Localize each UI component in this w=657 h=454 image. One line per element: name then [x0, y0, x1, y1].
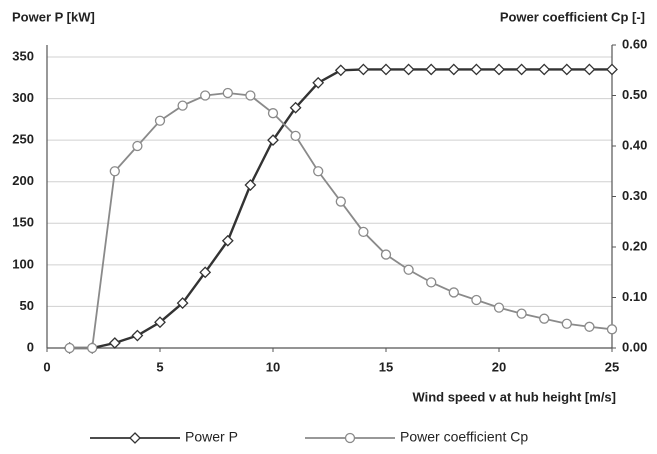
data-point	[289, 101, 302, 114]
y2-tick-label: 0.20	[622, 238, 647, 253]
y-axis-title: Power P [kW]	[12, 9, 95, 24]
legend-marker	[129, 432, 141, 444]
data-point	[267, 134, 279, 147]
data-point	[334, 64, 347, 77]
legend-label: Power coefficient Cp	[400, 429, 528, 445]
data-point	[108, 337, 121, 349]
data-point	[493, 302, 505, 313]
data-point	[131, 329, 144, 342]
y2-tick-label: 0.50	[622, 87, 647, 102]
data-point	[380, 63, 392, 76]
y-tick-label: 200	[12, 173, 34, 188]
y2-tick-label: 0.00	[622, 339, 647, 354]
data-point	[199, 266, 212, 279]
y-tick-label: 100	[12, 256, 34, 271]
data-point	[471, 294, 482, 306]
data-point	[313, 166, 324, 177]
data-point	[132, 140, 143, 152]
data-point	[516, 308, 527, 319]
data-point	[493, 63, 505, 76]
data-point	[425, 63, 438, 76]
data-point	[583, 63, 596, 76]
y-tick-label: 50	[20, 298, 34, 313]
data-point	[470, 63, 483, 76]
data-point	[290, 130, 301, 142]
data-point	[448, 287, 459, 298]
y2-tick-label: 0.30	[622, 188, 647, 203]
data-point	[402, 63, 415, 76]
data-point	[177, 100, 188, 111]
data-point	[584, 321, 595, 332]
data-point	[154, 316, 166, 329]
data-point	[403, 264, 414, 275]
data-point	[357, 63, 370, 76]
x-axis-title: Wind speed v at hub height [m/s]	[412, 389, 616, 404]
data-point	[606, 324, 618, 335]
data-point	[606, 63, 618, 76]
x-tick-label: 20	[492, 359, 506, 374]
data-point	[447, 63, 460, 76]
series-line	[69, 92, 613, 349]
legend-marker	[344, 432, 356, 444]
data-point	[245, 90, 256, 101]
data-point	[560, 63, 573, 76]
data-point	[515, 63, 528, 76]
y-tick-label: 150	[12, 215, 34, 230]
y2-tick-label: 0.60	[622, 36, 647, 51]
data-point	[335, 196, 346, 207]
data-point	[539, 313, 550, 324]
data-point	[358, 226, 369, 238]
data-point	[154, 115, 166, 126]
x-tick-label: 15	[379, 359, 393, 374]
y2-tick-label: 0.40	[622, 137, 647, 152]
x-tick-label: 10	[266, 359, 280, 374]
y-tick-label: 250	[12, 132, 34, 147]
data-point	[222, 87, 233, 99]
data-point	[221, 234, 234, 247]
data-point	[64, 342, 75, 354]
data-point	[200, 90, 211, 101]
y2-axis-title: Power coefficient Cp [-]	[500, 9, 645, 24]
data-point	[426, 277, 437, 288]
y-tick-label: 300	[12, 90, 34, 105]
y-tick-label: 350	[12, 48, 34, 63]
data-point	[561, 318, 572, 329]
data-point	[244, 179, 257, 191]
x-tick-label: 25	[605, 359, 619, 374]
data-point	[538, 63, 551, 76]
data-point	[176, 297, 189, 310]
data-point	[380, 249, 392, 260]
data-point	[109, 166, 120, 177]
legend-label: Power P	[185, 429, 238, 445]
x-tick-label: 5	[156, 359, 163, 374]
data-point	[312, 76, 325, 89]
y-tick-label: 0	[27, 339, 34, 354]
data-point	[267, 108, 279, 119]
y2-tick-label: 0.10	[622, 289, 647, 304]
x-tick-label: 0	[43, 359, 50, 374]
data-point	[87, 342, 98, 354]
